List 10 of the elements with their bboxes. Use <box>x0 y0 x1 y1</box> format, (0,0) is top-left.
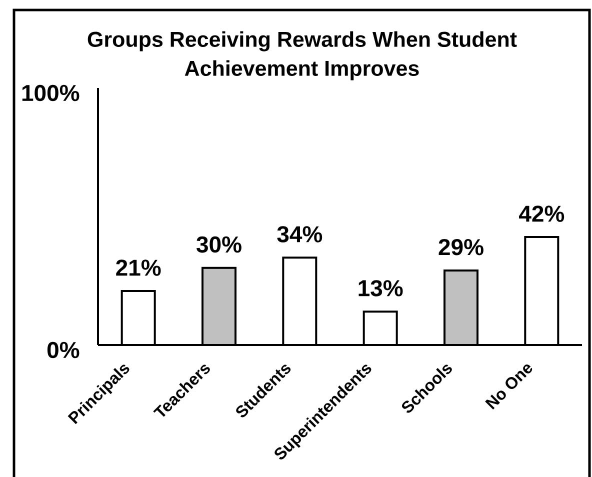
data-label: 42% <box>518 206 564 222</box>
data-label: 21% <box>116 260 161 276</box>
data-label: 29% <box>438 238 484 256</box>
x-tick-label: No One <box>485 364 532 410</box>
y-tick-label: 100% <box>22 84 80 102</box>
data-label: 34% <box>277 226 322 242</box>
data-label: 13% <box>358 280 403 296</box>
chart-title: Groups Receiving Rewards When Student Achievement Improves <box>88 31 517 80</box>
y-tick-label: 0% <box>47 342 80 358</box>
data-label: 30% <box>196 236 242 253</box>
